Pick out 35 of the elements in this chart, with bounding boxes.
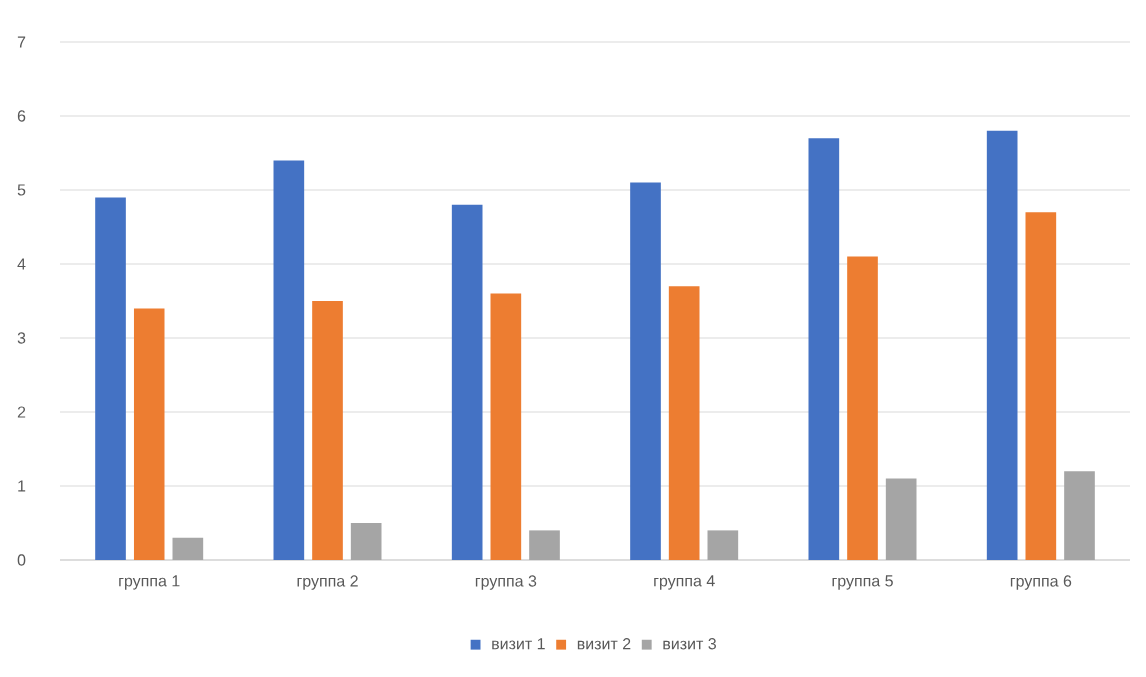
y-tick-label: 3	[17, 332, 26, 344]
bar	[1064, 471, 1095, 560]
bar	[885, 478, 917, 560]
bar	[273, 160, 305, 560]
x-tick-label: группа 2	[297, 575, 358, 590]
bar	[95, 197, 126, 560]
legend-label: визит 3	[663, 638, 716, 650]
bar	[707, 530, 739, 560]
bar	[133, 308, 165, 560]
y-tick-label: 0	[17, 554, 26, 566]
bar	[630, 182, 661, 560]
bar	[312, 300, 343, 560]
x-tick-label: группа 3	[475, 575, 537, 590]
bar	[490, 293, 522, 560]
bar	[1025, 212, 1057, 560]
bar	[350, 522, 382, 560]
legend-label: визит 1	[492, 638, 545, 650]
y-tick-label: 4	[17, 258, 26, 270]
bar	[808, 138, 840, 560]
bar	[172, 537, 204, 560]
bar	[451, 204, 483, 560]
legend-label: визит 2	[577, 638, 631, 650]
y-tick-label: 7	[17, 36, 26, 48]
x-tick-label: группа 6	[1010, 575, 1072, 590]
y-tick-label: 5	[17, 184, 26, 196]
bar	[986, 130, 1018, 560]
y-tick-label: 6	[17, 110, 26, 122]
bar	[668, 286, 700, 560]
bar	[847, 256, 878, 560]
x-tick-label: группа 5	[832, 575, 893, 590]
y-tick-label: 1	[18, 480, 26, 492]
x-tick-label: группа 1	[119, 575, 180, 590]
bar	[529, 530, 560, 560]
y-tick-label: 2	[17, 406, 26, 418]
x-tick-label: группа 4	[654, 575, 715, 590]
